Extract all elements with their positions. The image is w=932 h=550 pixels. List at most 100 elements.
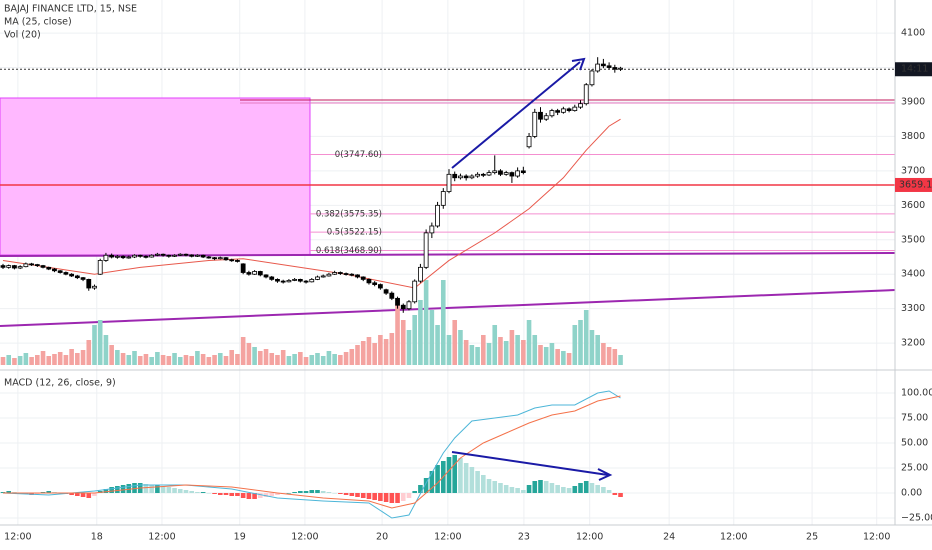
volume-bar xyxy=(29,357,34,365)
y-tick-label: 3600 xyxy=(901,200,925,211)
volume-bar xyxy=(452,320,458,365)
candle-body xyxy=(458,175,463,179)
volume-bar xyxy=(92,325,97,365)
volume-bar xyxy=(521,340,526,365)
histogram-bar xyxy=(515,488,520,493)
volume-bar xyxy=(212,355,217,365)
histogram-bar xyxy=(435,465,440,493)
histogram-bar xyxy=(481,475,486,493)
candle-body xyxy=(154,253,160,256)
volume-bar xyxy=(223,356,229,365)
volume-bar xyxy=(103,335,109,365)
candle-body xyxy=(366,278,372,284)
x-tick-label: 23 xyxy=(518,532,530,543)
volume-bar xyxy=(23,353,29,365)
y-tick-label: 100.00 xyxy=(901,388,932,399)
histogram-bar xyxy=(240,493,246,498)
candle-body xyxy=(189,254,195,257)
histogram-bar xyxy=(69,493,74,495)
candle-body xyxy=(332,272,338,275)
candle-body xyxy=(543,115,549,120)
indicator-label: MACD (12, 26, close, 9) xyxy=(4,378,116,389)
candle-body xyxy=(195,254,200,257)
volume-bar xyxy=(360,341,366,365)
histogram-bar xyxy=(612,493,618,495)
candle-body xyxy=(589,70,595,86)
volume-bar xyxy=(80,350,86,365)
candle-body xyxy=(343,273,349,275)
volume-bar xyxy=(115,350,120,365)
histogram-bar xyxy=(532,481,538,493)
volume-bar xyxy=(75,353,80,365)
histogram-bar xyxy=(275,493,280,495)
candle-body xyxy=(103,254,109,261)
histogram-bar xyxy=(92,493,97,496)
volume-bar xyxy=(132,351,137,365)
candle-body xyxy=(418,266,423,282)
volume-bar xyxy=(12,358,17,365)
candle-body xyxy=(486,172,492,176)
volume-bar xyxy=(440,280,446,365)
volume-bar xyxy=(549,343,555,365)
histogram-bar xyxy=(406,493,412,498)
volume-bar xyxy=(143,354,149,365)
histogram-bar xyxy=(258,493,263,498)
x-tick-label: 12:00 xyxy=(148,532,175,543)
volume-bar xyxy=(435,325,440,365)
candle-body xyxy=(292,278,298,281)
y-tick-label: −25.00 xyxy=(901,513,932,524)
candle-body xyxy=(280,280,286,283)
candle-body xyxy=(606,65,612,68)
candle-body xyxy=(532,111,538,137)
support-line xyxy=(0,252,896,257)
histogram-bar xyxy=(555,485,560,493)
volume-bar xyxy=(189,356,194,365)
candle-body xyxy=(240,263,246,273)
candle-body xyxy=(206,256,212,259)
candle-body xyxy=(463,175,469,179)
volume-bar xyxy=(555,349,560,365)
symbol-title: BAJAJ FINANCE LTD, 15, NSE xyxy=(4,4,137,15)
volume-bar xyxy=(206,357,212,365)
histogram-bar xyxy=(543,481,549,493)
candle-body xyxy=(114,255,120,258)
candle-body xyxy=(520,170,526,173)
volume-bar xyxy=(509,330,515,365)
candle-body xyxy=(52,268,57,272)
volume-bar xyxy=(612,349,618,365)
candle-body xyxy=(29,263,34,266)
volume-bar xyxy=(475,347,480,365)
histogram-bar xyxy=(120,485,126,493)
volume-bar xyxy=(418,300,423,365)
histogram-bar xyxy=(566,488,572,493)
candle-body xyxy=(337,272,343,274)
histogram-bar xyxy=(332,493,337,494)
candle-body xyxy=(46,266,52,270)
volume-bar xyxy=(126,355,132,365)
histogram-bar xyxy=(126,484,132,493)
candle-body xyxy=(252,271,257,275)
fib-label: 0.618(3468.90) xyxy=(316,246,382,256)
volume-bar xyxy=(6,355,12,365)
histogram-bar xyxy=(509,487,515,493)
histogram-bar xyxy=(309,490,315,493)
volume-bar xyxy=(315,353,320,365)
volume-bar xyxy=(269,353,275,365)
candle-body xyxy=(297,278,303,282)
volume-bar xyxy=(263,349,269,365)
histogram-bar xyxy=(172,488,177,493)
y-tick-label: 3200 xyxy=(901,338,925,349)
histogram-bar xyxy=(252,493,257,499)
volume-bar xyxy=(200,354,206,365)
candle-body xyxy=(526,136,532,148)
volume-bar xyxy=(280,350,286,365)
candle-body xyxy=(257,271,263,276)
volume-bar xyxy=(229,350,235,365)
histogram-bar xyxy=(549,483,555,493)
candle-body xyxy=(172,254,177,257)
candle-body xyxy=(23,263,29,268)
histogram-bar xyxy=(503,485,509,493)
volume-bar xyxy=(69,349,74,365)
volume-bar xyxy=(235,354,240,365)
candle-body xyxy=(498,170,503,175)
